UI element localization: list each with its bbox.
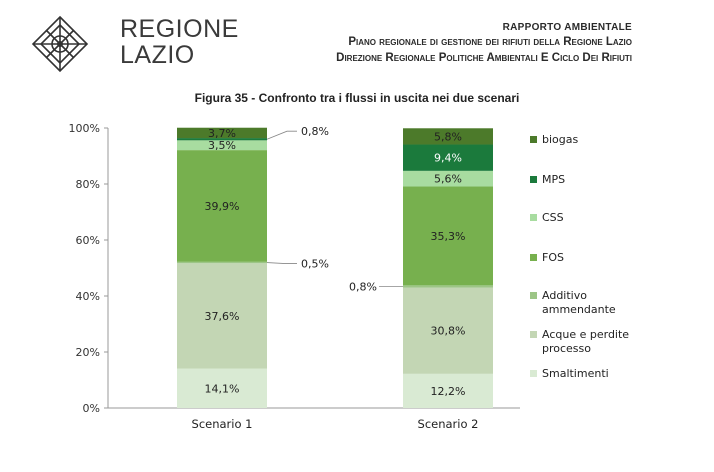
bar-segment bbox=[177, 261, 267, 264]
legend-label: biogas bbox=[542, 133, 578, 146]
callout-line bbox=[266, 262, 297, 264]
data-label: 0,8% bbox=[349, 280, 377, 293]
y-tick-label: 80% bbox=[76, 178, 100, 191]
bar-segment bbox=[403, 285, 493, 288]
logo-line-2: LAZIO bbox=[120, 41, 195, 69]
x-tick-label: Scenario 2 bbox=[418, 417, 479, 431]
data-label: 30,8% bbox=[431, 325, 466, 338]
data-label: 3,5% bbox=[208, 139, 236, 152]
bar-segment bbox=[403, 144, 493, 171]
data-label: 0,5% bbox=[301, 258, 329, 271]
callout-line bbox=[266, 130, 297, 140]
legend-swatch bbox=[530, 331, 537, 338]
bar-segment bbox=[403, 128, 493, 145]
logo-line-1: REGIONE bbox=[120, 15, 239, 43]
legend-label: FOS bbox=[542, 251, 564, 264]
legend-swatch bbox=[530, 292, 537, 299]
y-tick-label: 40% bbox=[76, 290, 100, 303]
legend-label: CSS bbox=[542, 211, 564, 224]
plan-title: Piano regionale di gestione dei rifiuti … bbox=[348, 36, 632, 48]
data-label: 9,4% bbox=[434, 152, 462, 165]
data-label: 5,8% bbox=[434, 130, 462, 143]
bar-segment bbox=[177, 368, 267, 408]
bar-segment bbox=[177, 127, 267, 139]
data-label: 35,3% bbox=[431, 230, 466, 243]
bar-segment bbox=[177, 138, 267, 141]
y-tick-label: 0% bbox=[83, 402, 100, 415]
legend-swatch bbox=[530, 176, 537, 183]
bar-segment bbox=[177, 140, 267, 151]
bar-segment bbox=[403, 287, 493, 374]
regione-lazio-logo: REGIONE LAZIO bbox=[30, 14, 238, 74]
legend-swatch bbox=[530, 370, 537, 377]
bar-segment bbox=[403, 186, 493, 286]
data-label: 39,9% bbox=[205, 200, 240, 213]
legend-swatch bbox=[530, 254, 537, 261]
data-label: 37,6% bbox=[205, 310, 240, 323]
bar-segment bbox=[403, 170, 493, 187]
direction-title: Direzione Regionale Politiche Ambientali… bbox=[336, 52, 632, 64]
legend-label: Acque e perdite processo bbox=[542, 328, 629, 355]
legend-label: MPS bbox=[542, 173, 565, 186]
legend-swatch bbox=[530, 214, 537, 221]
data-label: 12,2% bbox=[431, 385, 466, 398]
x-tick-label: Scenario 1 bbox=[192, 417, 253, 431]
legend-label: Additivo ammendante bbox=[542, 289, 616, 316]
bar-segment bbox=[177, 150, 267, 262]
legend-swatch bbox=[530, 136, 537, 143]
report-title: RAPPORTO AMBIENTALE bbox=[502, 22, 632, 33]
legend-label: Smaltimenti bbox=[542, 367, 609, 380]
data-label: 5,6% bbox=[434, 173, 462, 186]
data-label: 3,7% bbox=[208, 127, 236, 140]
figure-title: Figura 35 - Confronto tra i flussi in us… bbox=[194, 91, 520, 105]
y-tick-label: 60% bbox=[76, 234, 100, 247]
region-emblem-icon bbox=[31, 15, 89, 73]
bar-segment bbox=[403, 373, 493, 408]
data-label: 14,1% bbox=[205, 382, 240, 395]
data-label: 0,8% bbox=[301, 125, 329, 138]
y-tick-label: 20% bbox=[76, 346, 100, 359]
bar-segment bbox=[177, 263, 267, 369]
y-tick-label: 100% bbox=[69, 122, 100, 135]
